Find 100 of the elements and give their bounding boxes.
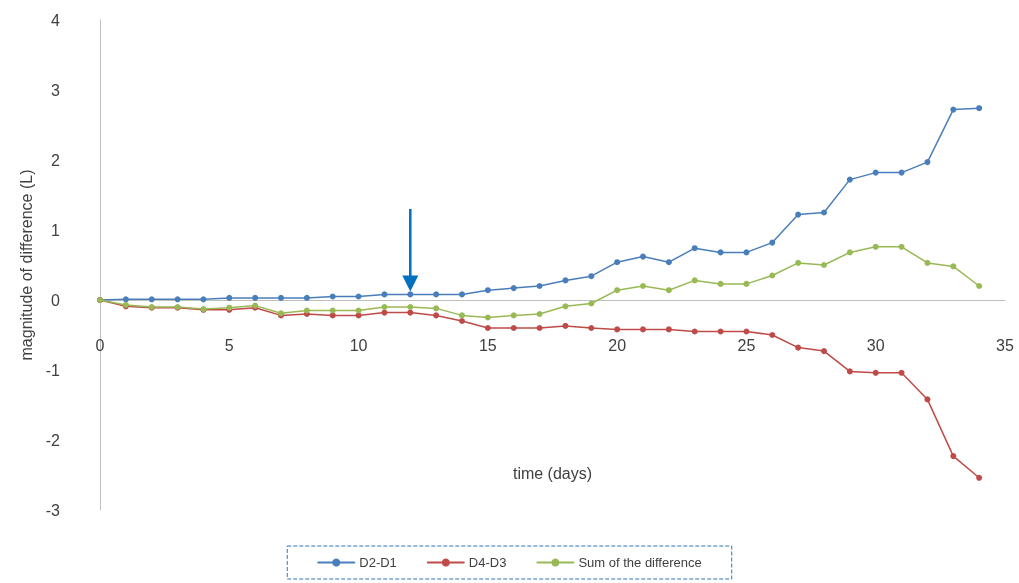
y-tick-label: -2 [45,431,61,449]
point [898,243,905,250]
point [433,291,440,298]
point [562,277,569,284]
point [846,249,853,256]
point [640,283,646,289]
x-tick-label: 0 [95,336,105,354]
point [459,312,465,319]
point [846,368,853,375]
point [510,312,517,319]
point [846,176,853,183]
point [355,293,362,300]
point [769,332,776,338]
point [872,243,879,250]
point [717,249,724,256]
point [821,262,827,268]
x-tick-label: 20 [608,336,627,354]
point [691,245,698,252]
y-tick-label: -1 [45,361,61,379]
point [122,296,129,303]
point [743,328,750,335]
point [252,294,259,301]
point [717,280,724,287]
point [200,296,207,303]
point [588,325,595,331]
point [614,259,621,266]
legend-label: Sum of the difference [578,555,702,570]
point [381,309,388,316]
x-tick-label: 30 [866,336,885,354]
point [484,325,491,331]
point [174,296,181,303]
point [795,344,802,351]
point [691,277,698,284]
legend-label: D4-D3 [468,555,507,570]
point [950,263,957,270]
point [614,287,621,294]
point [433,305,440,312]
point [872,369,879,376]
point [484,287,491,294]
point [614,326,621,333]
point [976,105,983,112]
point [407,291,414,298]
point [355,307,362,314]
point [536,311,543,317]
point [872,169,879,176]
x-axis-title: time (days) [512,464,593,482]
y-tick-label: 0 [51,291,61,309]
point [433,312,440,319]
y-tick-label: 4 [51,11,61,29]
y-tick-label: 1 [51,221,61,239]
x-tick-label: 25 [737,336,756,354]
point [588,273,595,280]
point [459,291,465,298]
point [924,259,931,266]
x-tick-label: 10 [349,336,368,354]
point [536,283,543,289]
point [148,296,155,303]
point [665,287,672,294]
point [795,211,802,218]
point [562,322,569,329]
point [821,209,827,216]
y-axis-title: magnitude of difference (L) [18,169,36,361]
point [562,303,569,310]
point [536,325,543,331]
point [510,325,517,331]
point [898,169,905,176]
point [976,283,983,289]
y-tick-label: 3 [51,81,61,99]
point [769,239,776,246]
point [821,348,827,355]
point [303,307,310,314]
point [381,304,388,310]
point [640,253,646,260]
x-tick-label: 15 [478,336,497,354]
point [924,159,931,166]
point [381,291,388,298]
point [278,294,284,301]
y-tick-label: 2 [51,151,61,169]
point [924,396,931,403]
point [717,328,724,335]
point [459,318,465,324]
point [976,474,983,481]
point [226,294,233,301]
point [407,304,414,310]
point [640,326,646,333]
point [510,285,517,292]
point [484,314,491,321]
x-tick-label: 35 [996,336,1014,354]
point [950,106,957,113]
point [950,453,957,460]
point [898,369,905,376]
x-tick-label: 5 [224,336,234,354]
point [407,309,414,316]
point [665,326,672,333]
point [743,249,750,256]
point [303,294,310,301]
point [665,259,672,266]
point [743,280,750,287]
legend-label: D2-D1 [359,555,397,570]
y-tick-label: -3 [45,501,61,519]
